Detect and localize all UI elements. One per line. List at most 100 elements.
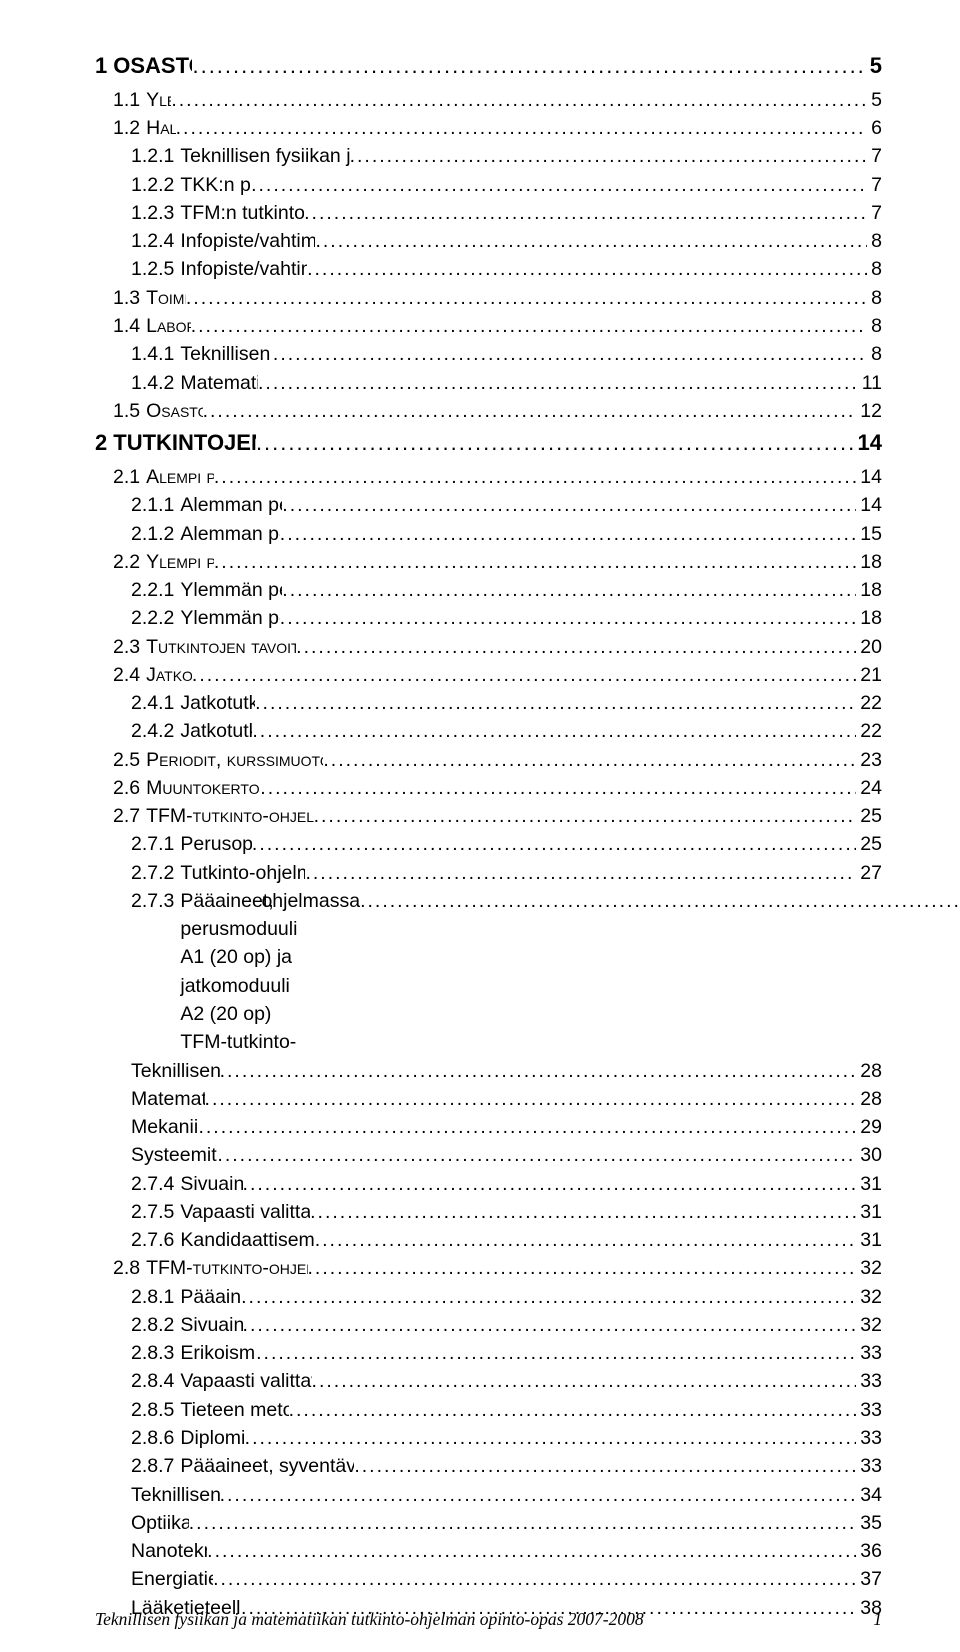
toc-label: Tutkinto-ohjelman yhteiset opinnot O (20… [180,859,305,887]
toc-number: 2.7.4 [131,1170,180,1198]
toc-entry: 2TUTKINTOJEN TAVOITTEET JA RAKENNE14 [95,427,882,459]
toc-number: 2.4.1 [131,689,180,717]
toc-entry: 2.7.5Vapaasti valittavat opinnot V (vähi… [131,1198,882,1226]
toc-page: 34 [856,1481,882,1509]
toc-entry: 2.1Alempi perustutkinto14 [113,463,882,491]
toc-number: 1.2.2 [131,171,180,199]
toc-entry: 2.4Jatkotutkinto21 [113,661,882,689]
toc-label: Ylemmän perustutkinnon tavoitteet [180,576,282,604]
toc-number: 1.4.2 [131,369,180,397]
toc-page: 14 [856,491,882,519]
toc-label: Jatkotutkinto [146,661,192,689]
toc-number: 2.1.2 [131,520,180,548]
toc-page: 5 [866,50,882,82]
toc-number: 2.3 [113,633,146,661]
toc-label: Matematiikan pääaine [131,1085,205,1113]
table-of-contents: 1OSASTON ESITTELY51.1Yleistä51.2Hallinto… [95,50,882,1622]
toc-leader [192,661,856,689]
toc-leader [217,1141,856,1169]
toc-page: 33 [856,1452,882,1480]
toc-entry: 2.7TFM-tutkinto-ohjelma/Tekniikan kandid… [113,802,882,830]
toc-leader [191,312,867,340]
toc-number: 1.5 [113,397,146,425]
toc-entry: 2.8.4Vapaasti valittavat opinnot W (vähi… [131,1367,882,1395]
toc-page: 8 [867,312,882,340]
toc-page: 30 [856,1141,882,1169]
toc-number: 2.7.6 [131,1226,180,1254]
toc-label: Jatkotutkinnon rakenne [180,717,252,745]
toc-leader [296,633,856,661]
toc-page: 33 [856,1339,882,1367]
toc-leader [241,1283,856,1311]
toc-label: Sivuaine B2 (20 op) [180,1311,242,1339]
toc-leader [282,576,856,604]
toc-number: 2.8.7 [131,1452,180,1480]
toc-page: 33 [856,1367,882,1395]
toc-entry: 2.7.1Perusopinnot P (80 op)25 [131,830,882,858]
toc-page: 14 [854,427,882,459]
toc-label: Yleistä [146,86,171,114]
toc-page: 32 [856,1254,882,1282]
toc-page: 18 [856,548,882,576]
toc-leader [252,717,856,745]
toc-page: 31 [856,1198,882,1226]
toc-leader [273,340,867,368]
toc-label: Energiatieteiden pääaine [131,1565,213,1593]
toc-leader [205,1085,857,1113]
toc-leader [312,1367,857,1395]
toc-leader [198,1113,856,1141]
toc-page: 31 [856,1226,882,1254]
toc-label: Hallinto [146,114,176,142]
toc-number: 1.3 [113,284,146,312]
toc-leader [314,802,857,830]
page-footer: Teknillisen fysiikan ja matematiikan tut… [95,1609,882,1630]
toc-label: Alempi perustutkinto [146,463,214,491]
toc-entry: 2.2.1Ylemmän perustutkinnon tavoitteet18 [131,576,882,604]
toc-page: 8 [867,255,882,283]
toc-number: 1.1 [113,86,146,114]
toc-leader [315,1226,857,1254]
footer-page-number: 1 [873,1609,882,1630]
toc-leader [214,548,856,576]
toc-page: 37 [856,1565,882,1593]
toc-leader [192,50,865,82]
toc-leader [260,774,856,802]
toc-number: 2.8.1 [131,1283,180,1311]
toc-leader [220,1057,857,1085]
toc-entry: 2.4.1Jatkotutkinnon tavoitteet22 [131,689,882,717]
toc-entry: 2.7.6Kandidaattiseminaari ja kandidaatin… [131,1226,882,1254]
toc-label: Alemman perustutkinnon rakenne [180,520,279,548]
toc-leader [354,1452,856,1480]
toc-label: Muuntokertoimen käyttö ja määrittely [146,774,260,802]
toc-entry: 2.8.7Pääaineet, syventävät moduulit A3 (… [131,1452,882,1480]
toc-leader [323,746,856,774]
toc-number: 2.8.5 [131,1396,180,1424]
toc-entry: 2.1.1Alemman perustutkinnon tavoitteet14 [131,491,882,519]
toc-entry: 2.4.2Jatkotutkinnon rakenne22 [131,717,882,745]
toc-entry: Nanotekniikan pääaine36 [131,1537,882,1565]
toc-entry: 2.8.6Diplomityö D (30 op)33 [131,1424,882,1452]
toc-label: Vapaasti valittavat opinnot W (vähintään… [180,1367,311,1395]
toc-leader [315,227,867,255]
toc-page: 32 [856,1283,882,1311]
toc-leader [350,142,868,170]
toc-label: Teknillisen fysiikan laboratoriot [180,340,273,368]
toc-number: 2.2 [113,548,146,576]
toc-entry: 2.8TFM-tutkinto-ohjelma/Diplomi-insinöör… [113,1254,882,1282]
toc-entry: 2.1.2Alemman perustutkinnon rakenne15 [131,520,882,548]
toc-label: Nanotekniikan pääaine [131,1537,207,1565]
toc-page: 25 [856,830,882,858]
toc-number: 2.8.4 [131,1367,180,1395]
toc-label: Infopiste/vahtimestari (Fysiikan talossa… [180,227,315,255]
toc-entry: 1.2.5Infopiste/vahtimestari (Konetalossa… [131,255,882,283]
toc-label: TUTKINTOJEN TAVOITTEET JA RAKENNE [113,427,256,459]
toc-label: TFM-tutkinto-ohjelma/Tekniikan kandidaat… [146,802,313,830]
toc-label: OSASTON ESITTELY [113,50,192,82]
toc-number: 2.1 [113,463,146,491]
toc-page: 12 [856,397,882,425]
page: 1OSASTON ESITTELY51.1Yleistä51.2Hallinto… [0,0,960,1652]
toc-entry: Systeemitieteiden pääaine30 [131,1141,882,1169]
toc-leader [360,887,960,915]
toc-label: Vapaasti valittavat opinnot V (vähintään… [180,1198,310,1226]
toc-label: Laboratoriot [146,312,191,340]
